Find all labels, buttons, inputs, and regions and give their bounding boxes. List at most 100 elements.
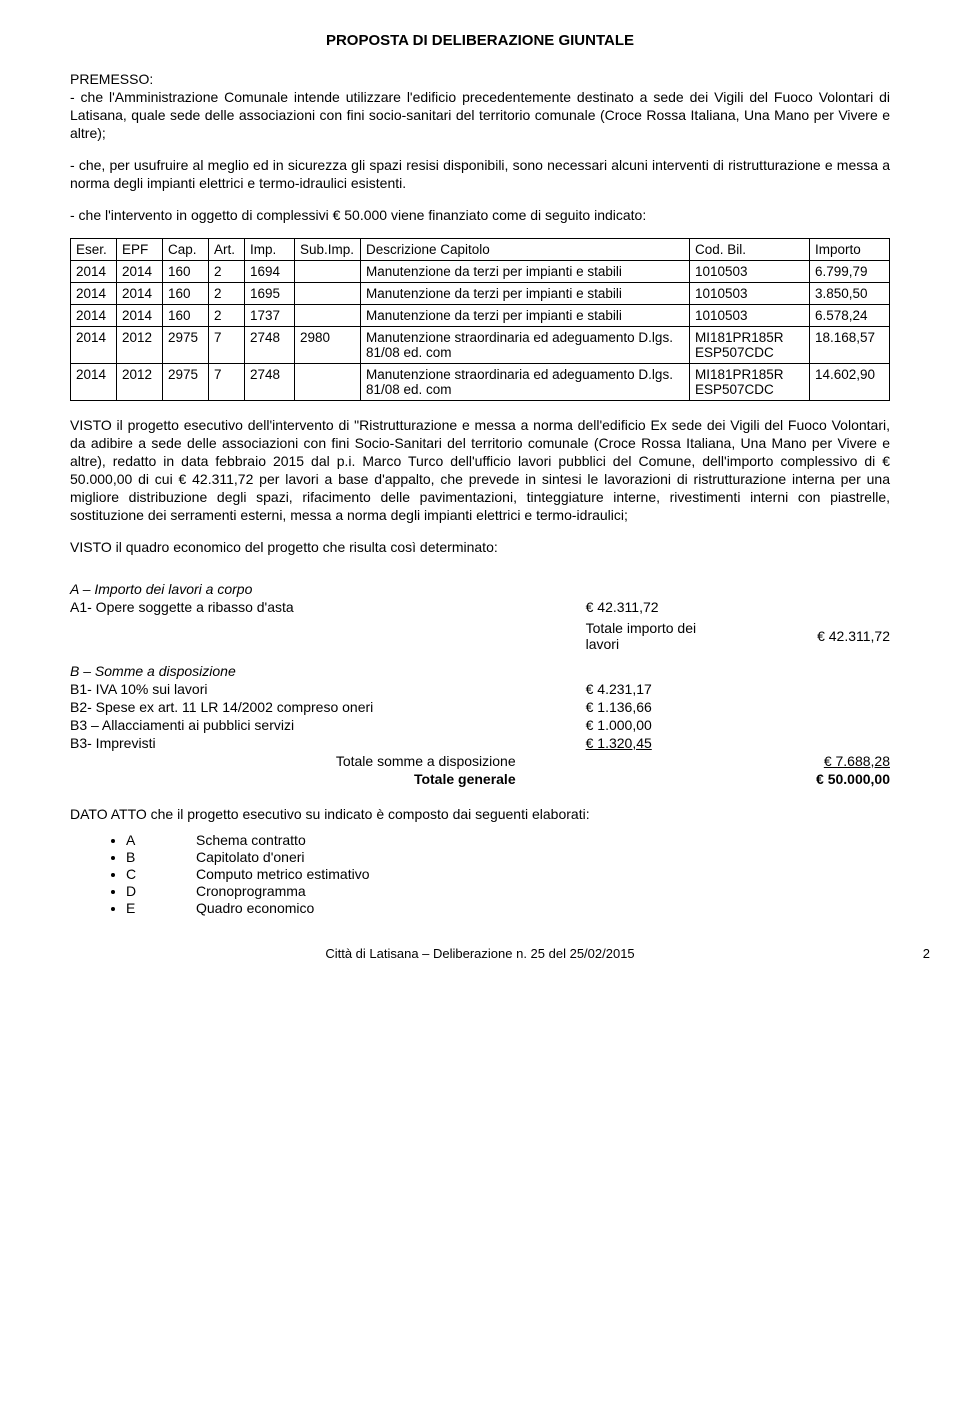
elab-code: A <box>126 832 196 848</box>
cell-bil: 1010503 <box>690 305 810 327</box>
cell-sub <box>295 364 361 401</box>
cell-imp: 2748 <box>245 364 295 401</box>
cell-desc: Manutenzione straordinaria ed adeguament… <box>361 364 690 401</box>
budget-b3a-label: B3 – Allacciamenti ai pubblici servizi <box>70 716 546 734</box>
budget-a1-val: € 42.311,72 <box>546 598 718 616</box>
cell-sub: 2980 <box>295 327 361 364</box>
budget-b1-val: € 4.231,17 <box>546 680 718 698</box>
cell-cap: 2975 <box>163 364 209 401</box>
table-row: 2014201416021695Manutenzione da terzi pe… <box>71 283 890 305</box>
cell-bil: 1010503 <box>690 261 810 283</box>
cell-epf: 2014 <box>117 261 163 283</box>
cell-sub <box>295 261 361 283</box>
table-row: 2014201416021694Manutenzione da terzi pe… <box>71 261 890 283</box>
list-item: EQuadro economico <box>126 900 890 916</box>
premesso-p3: - che l'intervento in oggetto di comples… <box>70 207 890 225</box>
cell-desc: Manutenzione da terzi per impianti e sta… <box>361 261 690 283</box>
budget-b3b-label: B3- Imprevisti <box>70 734 546 752</box>
cell-importo: 3.850,50 <box>810 283 890 305</box>
th-eser: Eser. <box>71 239 117 261</box>
financing-table: Eser. EPF Cap. Art. Imp. Sub.Imp. Descri… <box>70 238 890 401</box>
cell-art: 7 <box>209 364 245 401</box>
elab-label: Cronoprogramma <box>196 883 306 899</box>
cell-imp: 1695 <box>245 283 295 305</box>
th-importo: Importo <box>810 239 890 261</box>
budget-b-title: B – Somme a disposizione <box>70 653 546 680</box>
cell-imp: 2748 <box>245 327 295 364</box>
budget-totg-val: € 50.000,00 <box>718 770 890 788</box>
cell-imp: 1694 <box>245 261 295 283</box>
budget-a-title: A – Importo dei lavori a corpo <box>70 571 546 598</box>
list-item: BCapitolato d'oneri <box>126 849 890 865</box>
list-item: ASchema contratto <box>126 832 890 848</box>
cell-sub <box>295 305 361 327</box>
th-desc: Descrizione Capitolo <box>361 239 690 261</box>
th-epf: EPF <box>117 239 163 261</box>
elab-label: Computo metrico estimativo <box>196 866 370 882</box>
cell-art: 7 <box>209 327 245 364</box>
th-imp: Imp. <box>245 239 295 261</box>
premesso-p2: - che, per usufruire al meglio ed in sic… <box>70 157 890 193</box>
elab-code: C <box>126 866 196 882</box>
cell-sub <box>295 283 361 305</box>
th-bil: Cod. Bil. <box>690 239 810 261</box>
cell-eser: 2014 <box>71 327 117 364</box>
budget-b3a-val: € 1.000,00 <box>546 716 718 734</box>
cell-bil: MI181PR185R ESP507CDC <box>690 364 810 401</box>
table-row: 20142012297572748 Manutenzione straordina… <box>71 364 890 401</box>
elaborati-list: ASchema contrattoBCapitolato d'oneriCCom… <box>70 832 890 916</box>
cell-cap: 160 <box>163 283 209 305</box>
cell-art: 2 <box>209 305 245 327</box>
premesso-heading: PREMESSO: <box>70 71 890 87</box>
th-cap: Cap. <box>163 239 209 261</box>
elab-label: Quadro economico <box>196 900 314 916</box>
cell-art: 2 <box>209 283 245 305</box>
cell-bil: MI181PR185R ESP507CDC <box>690 327 810 364</box>
cell-epf: 2012 <box>117 327 163 364</box>
cell-cap: 2975 <box>163 327 209 364</box>
list-item: CComputo metrico estimativo <box>126 866 890 882</box>
budget-tota-val: € 42.311,72 <box>718 616 890 653</box>
cell-importo: 18.168,57 <box>810 327 890 364</box>
list-item: DCronoprogramma <box>126 883 890 899</box>
cell-epf: 2012 <box>117 364 163 401</box>
cell-desc: Manutenzione da terzi per impianti e sta… <box>361 283 690 305</box>
budget-b1-label: B1- IVA 10% sui lavori <box>70 680 546 698</box>
cell-eser: 2014 <box>71 364 117 401</box>
cell-epf: 2014 <box>117 283 163 305</box>
page-number: 2 <box>923 946 930 961</box>
cell-epf: 2014 <box>117 305 163 327</box>
cell-eser: 2014 <box>71 305 117 327</box>
budget-totg-label: Totale generale <box>70 770 546 788</box>
cell-eser: 2014 <box>71 261 117 283</box>
budget-totb-label: Totale somme a disposizione <box>70 752 546 770</box>
cell-cap: 160 <box>163 305 209 327</box>
cell-importo: 6.578,24 <box>810 305 890 327</box>
premesso-p1: - che l'Amministrazione Comunale intende… <box>70 89 890 143</box>
cell-imp: 1737 <box>245 305 295 327</box>
cell-bil: 1010503 <box>690 283 810 305</box>
page-footer: Città di Latisana – Deliberazione n. 25 … <box>70 946 890 961</box>
budget-b2-val: € 1.136,66 <box>546 698 718 716</box>
cell-eser: 2014 <box>71 283 117 305</box>
th-sub: Sub.Imp. <box>295 239 361 261</box>
cell-desc: Manutenzione da terzi per impianti e sta… <box>361 305 690 327</box>
cell-art: 2 <box>209 261 245 283</box>
budget-a1-label: A1- Opere soggette a ribasso d'asta <box>70 598 546 616</box>
elab-code: E <box>126 900 196 916</box>
table-row: 201420122975727482980Manutenzione straor… <box>71 327 890 364</box>
table-row: 2014201416021737Manutenzione da terzi pe… <box>71 305 890 327</box>
cell-desc: Manutenzione straordinaria ed adeguament… <box>361 327 690 364</box>
visto-1: VISTO il progetto esecutivo dell'interve… <box>70 417 890 524</box>
visto-2: VISTO il quadro economico del progetto c… <box>70 539 890 557</box>
document-title: PROPOSTA DI DELIBERAZIONE GIUNTALE <box>70 32 890 49</box>
cell-cap: 160 <box>163 261 209 283</box>
elab-label: Capitolato d'oneri <box>196 849 305 865</box>
elab-label: Schema contratto <box>196 832 306 848</box>
cell-importo: 6.799,79 <box>810 261 890 283</box>
elab-code: B <box>126 849 196 865</box>
budget-tota-label: Totale importo dei lavori <box>546 616 718 653</box>
th-art: Art. <box>209 239 245 261</box>
dato-atto: DATO ATTO che il progetto esecutivo su i… <box>70 806 890 824</box>
cell-importo: 14.602,90 <box>810 364 890 401</box>
